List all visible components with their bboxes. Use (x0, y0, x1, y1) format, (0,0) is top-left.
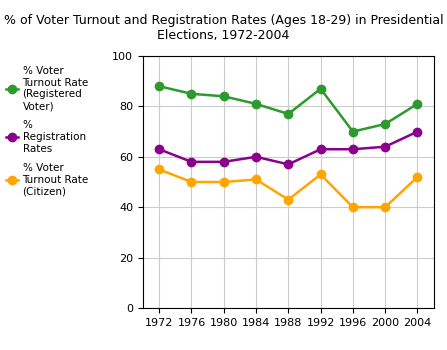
Legend: % Voter
Turnout Rate
(Registered
Voter), %
Registration
Rates, % Voter
Turnout R: % Voter Turnout Rate (Registered Voter),… (6, 66, 89, 196)
Text: % of Voter Turnout and Registration Rates (Ages 18-29) in Presidential
Elections: % of Voter Turnout and Registration Rate… (4, 14, 443, 42)
